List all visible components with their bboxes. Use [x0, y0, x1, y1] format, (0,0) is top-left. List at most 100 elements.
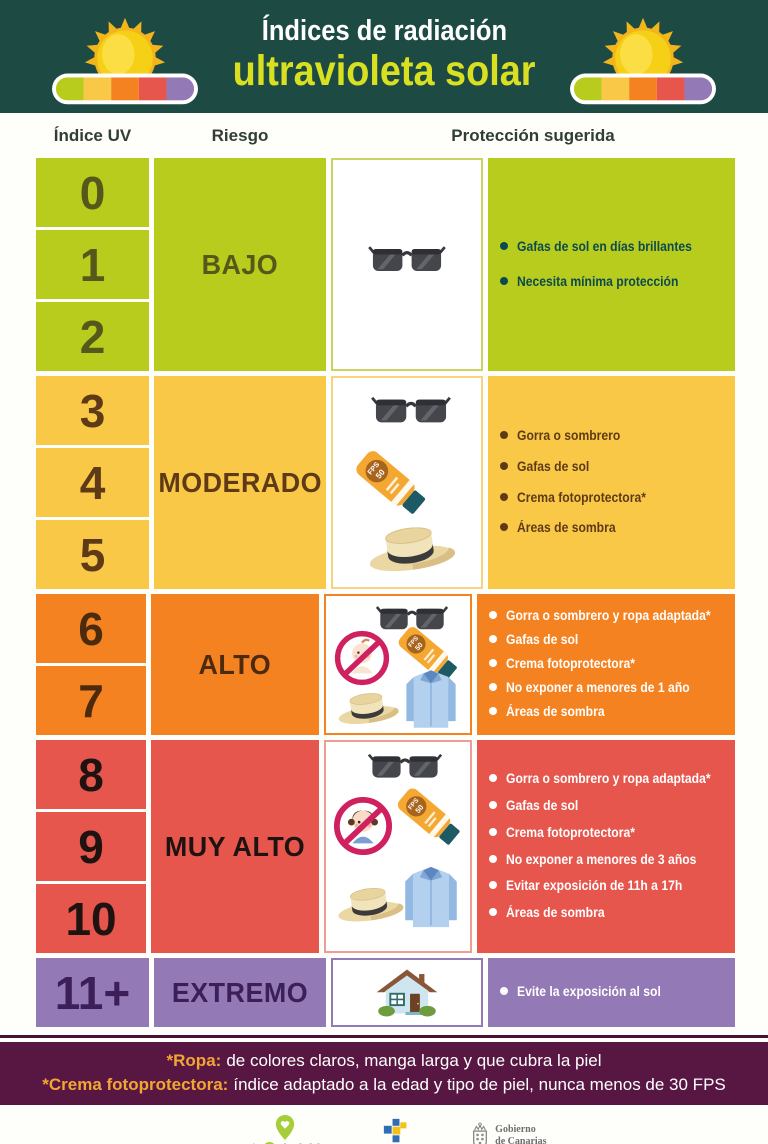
protection-item: Evite la exposición al sol: [500, 984, 733, 1001]
protection-list-bajo: Gafas de sol en días brillantes Necesita…: [488, 158, 735, 371]
protection-icons-bajo: [331, 158, 483, 371]
protection-item: Gorra o sombrero y ropa adaptada*: [488, 771, 733, 788]
sunglasses-icon: [371, 393, 451, 429]
cs-prefix: canaria: [221, 1142, 262, 1144]
column-headers: Índice UV Riesgo Protección sugerida: [0, 113, 768, 158]
title-line2: ultravioleta solar: [232, 46, 536, 95]
uv-index-column: 11+: [36, 958, 149, 1027]
column-header-risk: Riesgo: [211, 125, 269, 145]
uv-table: 0 1 2 BAJO Gafas de sol en días brillant…: [0, 158, 768, 1027]
protection-item: Gafas de sol en días brillantes: [500, 239, 733, 256]
uv-index-column: 3 4 5: [36, 376, 149, 589]
protection-item: Necesita mínima protección: [500, 274, 733, 291]
no-baby-sign-icon: [334, 630, 390, 686]
protection-icons-extremo: [331, 958, 483, 1027]
protection-icons-alto: [323, 594, 472, 735]
protection-icons-muy-alto: [323, 740, 472, 953]
uv-index-cell: 4: [36, 448, 149, 517]
sunglasses-icon: [368, 243, 446, 278]
header: Índices de radiación ultravioleta solar: [0, 0, 768, 113]
uv-index-cell: 6: [36, 594, 147, 663]
uv-index-column: 6 7: [36, 594, 147, 735]
protection-item: Gafas de sol: [500, 459, 733, 476]
protection-icons-moderado: [331, 376, 483, 589]
cs-tld: .org: [327, 1142, 349, 1144]
servicio-canario-cross-icon: [383, 1118, 409, 1144]
risk-label-moderado: MODERADO: [154, 376, 326, 589]
protection-list-moderado: Gorra o sombrero Gafas de sol Crema foto…: [488, 376, 735, 589]
protection-item: No exponer a menores de 3 años: [488, 852, 733, 869]
footnote-ropa-label: *Ropa:: [166, 1051, 222, 1070]
uv-index-cell: 2: [36, 302, 149, 371]
protection-item: Crema fotoprotectora*: [500, 490, 733, 507]
protection-item: Áreas de sombra: [488, 704, 733, 721]
uv-row-alto: 6 7 ALTO Gorra o sombrero y ropa adaptad…: [36, 594, 735, 735]
shirt-icon: [402, 863, 460, 930]
footer-logos: canariasaludable.org Servicio Canario de…: [0, 1114, 768, 1144]
protection-item: Gorra o sombrero y ropa adaptada*: [488, 608, 733, 625]
canariasaludable-logo: canariasaludable.org: [221, 1114, 349, 1144]
shirt-icon: [403, 667, 459, 731]
protection-item: Crema fotoprotectora*: [488, 825, 733, 842]
footnote-ropa: *Ropa: de colores claros, manga larga y q…: [0, 1049, 768, 1073]
protection-item: Crema fotoprotectora*: [488, 656, 733, 673]
protection-item: Gorra o sombrero: [500, 428, 733, 445]
uv-row-muy-alto: 8 9 10 MUY ALTO Gorra o sombrero y ropa …: [36, 740, 735, 953]
protection-item: Gafas de sol: [488, 798, 733, 815]
footnote-ropa-text: de colores claros, manga larga y que cub…: [226, 1051, 602, 1070]
footnotes-banner: *Ropa: de colores claros, manga larga y q…: [0, 1042, 768, 1105]
uv-index-cell: 3: [36, 376, 149, 445]
sunscreen-icon: [392, 782, 466, 852]
cs-suffix: aludable: [276, 1142, 327, 1144]
risk-label-muy-alto: MUY ALTO: [151, 740, 319, 953]
gobierno-label: Gobierno de Canarias: [495, 1124, 546, 1144]
protection-item: Áreas de sombra: [488, 905, 733, 922]
footnote-crema-text: índice adaptado a la edad y tipo de piel…: [233, 1074, 726, 1094]
title-line1: Índices de radiación: [261, 15, 507, 48]
gobierno-crest-icon: [470, 1122, 490, 1144]
risk-label-bajo: BAJO: [154, 158, 326, 371]
sunglasses-icon: [368, 750, 442, 784]
column-header-protection: Protección sugerida: [451, 125, 615, 145]
footnote-crema: *Crema fotoprotectora: índice adaptado a …: [0, 1073, 768, 1097]
uv-index-cell: 5: [36, 520, 149, 589]
sun-uv-bar-logo-left: [48, 14, 202, 110]
protection-item: No exponer a menores de 1 año: [488, 680, 733, 697]
protection-item: Áreas de sombra: [500, 520, 733, 537]
title-block: Índices de radiación ultravioleta solar: [212, 15, 556, 93]
uv-row-moderado: 3 4 5 MODERADO Gorra o sombrero Gafas de…: [36, 376, 735, 589]
uv-index-cell: 8: [36, 740, 147, 809]
protection-list-muy-alto: Gorra o sombrero y ropa adaptada* Gafas …: [476, 740, 735, 953]
gobierno-line1: Gobierno: [495, 1124, 536, 1136]
gobierno-line2: de Canarias: [495, 1136, 547, 1144]
risk-label-alto: ALTO: [151, 594, 319, 735]
hat-icon: [332, 879, 405, 926]
uv-index-cell: 0: [36, 158, 149, 227]
uv-row-extremo: 11+ EXTREMO Evite la exposición al sol: [36, 958, 735, 1027]
uv-index-column: 8 9 10: [36, 740, 147, 953]
sun-uv-bar-logo-right: [566, 14, 720, 110]
column-header-uv-index: Índice UV: [53, 125, 132, 145]
uv-index-cell: 10: [36, 884, 147, 953]
protection-item: Gafas de sol: [488, 632, 733, 649]
no-girl-sign-icon: [333, 796, 393, 856]
uv-index-cell: 1: [36, 230, 149, 299]
uv-index-cell: 11+: [36, 958, 149, 1027]
servicio-canario-salud-logo: Servicio Canario de la Salud: [379, 1118, 441, 1144]
uv-index-cell: 7: [36, 666, 147, 735]
location-pin-heart-icon: [275, 1114, 295, 1141]
protection-list-extremo: Evite la exposición al sol: [488, 958, 735, 1027]
uv-index-cell: 9: [36, 812, 147, 881]
house-icon: [375, 968, 439, 1018]
hat-icon: [363, 516, 457, 578]
protection-item: Evitar exposición de 11h a 17h: [488, 878, 733, 895]
sunscreen-icon: [349, 444, 432, 522]
protection-list-alto: Gorra o sombrero y ropa adaptada* Gafas …: [476, 594, 735, 735]
risk-label-extremo: EXTREMO: [154, 958, 326, 1027]
uv-row-bajo: 0 1 2 BAJO Gafas de sol en días brillant…: [36, 158, 735, 371]
hat-icon: [334, 685, 400, 728]
gobierno-canarias-logo: Gobierno de Canarias: [470, 1122, 547, 1144]
uv-index-column: 0 1 2: [36, 158, 149, 371]
footer-divider: [0, 1035, 768, 1038]
